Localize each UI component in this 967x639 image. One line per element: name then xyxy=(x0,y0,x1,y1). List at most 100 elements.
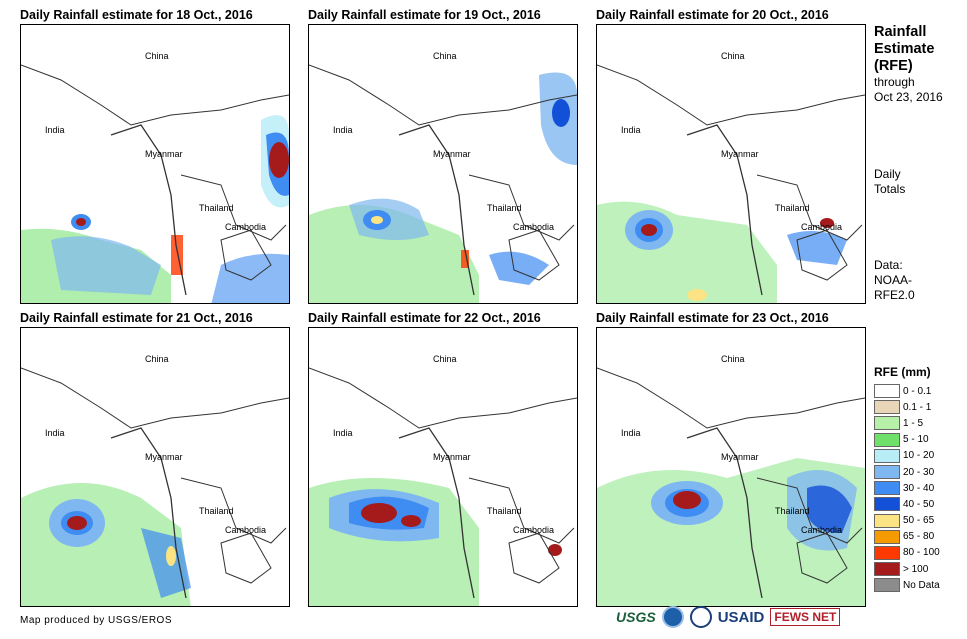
label-india: India xyxy=(45,125,65,135)
panel-title-19oct: Daily Rainfall estimate for 19 Oct., 201… xyxy=(308,8,541,22)
map-graphic-20oct xyxy=(597,64,865,303)
sidebar-title: Rainfall Estimate (RFE) through Oct 23, … xyxy=(874,24,943,105)
legend-item: 0 - 0.1 xyxy=(874,383,940,399)
usgs-logo: USGS xyxy=(616,609,656,625)
totals-line-1: Daily xyxy=(874,167,901,181)
through-label: through xyxy=(874,75,915,89)
legend-swatch xyxy=(874,481,900,496)
label-myanmar: Myanmar xyxy=(145,452,183,462)
label-thailand: Thailand xyxy=(775,506,810,516)
legend-label: 50 - 65 xyxy=(903,515,935,527)
usaid-logo: USAID xyxy=(717,608,765,626)
legend-label: 65 - 80 xyxy=(903,531,935,543)
panel-title-20oct: Daily Rainfall estimate for 20 Oct., 201… xyxy=(596,8,829,22)
usaid-seal-icon xyxy=(689,606,712,628)
panel-title-22oct: Daily Rainfall estimate for 22 Oct., 201… xyxy=(308,311,541,325)
label-cambodia: Cambodia xyxy=(801,222,843,232)
label-myanmar: Myanmar xyxy=(721,149,759,159)
label-thailand: Thailand xyxy=(199,506,234,516)
legend-swatch xyxy=(874,400,900,415)
legend-item: 10 - 20 xyxy=(874,448,940,464)
label-cambodia: Cambodia xyxy=(801,525,843,535)
map-graphic-22oct xyxy=(309,367,577,606)
legend-swatch xyxy=(874,448,900,463)
data-line-2: NOAA- xyxy=(874,273,913,287)
legend-item: 65 - 80 xyxy=(874,529,940,545)
legend-label: 5 - 10 xyxy=(903,434,929,446)
map-graphic-19oct xyxy=(309,64,577,303)
legend-swatch xyxy=(874,545,900,560)
title-line-2: Estimate xyxy=(874,41,935,57)
legend-swatch xyxy=(874,465,900,480)
logo-strip: USGS USAID FEWS NET xyxy=(616,606,841,628)
panel-title-18oct: Daily Rainfall estimate for 18 Oct., 201… xyxy=(20,8,253,22)
label-myanmar: Myanmar xyxy=(433,149,471,159)
label-india: India xyxy=(621,428,641,438)
map-panel-18oct: China India Myanmar Thailand Cambodia xyxy=(20,24,290,304)
legend-item: 5 - 10 xyxy=(874,432,940,448)
legend-item: 40 - 50 xyxy=(874,496,940,512)
legend-item: 1 - 5 xyxy=(874,415,940,431)
legend-swatch xyxy=(874,384,900,399)
legend-label: 30 - 40 xyxy=(903,482,935,494)
label-cambodia: Cambodia xyxy=(225,222,267,232)
label-thailand: Thailand xyxy=(487,203,522,213)
map-panel-22oct: China India Myanmar Thailand Cambodia xyxy=(308,327,578,607)
legend-label: 0 - 0.1 xyxy=(903,385,932,397)
map-graphic-23oct xyxy=(597,367,865,606)
label-myanmar: Myanmar xyxy=(433,452,471,462)
label-thailand: Thailand xyxy=(199,203,234,213)
map-panel-21oct: China India Myanmar Thailand Cambodia xyxy=(20,327,290,607)
map-panel-19oct: China India Myanmar Thailand Cambodia xyxy=(308,24,578,304)
label-india: India xyxy=(333,428,353,438)
through-date: Oct 23, 2016 xyxy=(874,90,943,104)
legend-label: 10 - 20 xyxy=(903,450,935,462)
legend-label: No Data xyxy=(903,579,940,591)
sidebar-data-source: Data: NOAA- RFE2.0 xyxy=(874,258,915,303)
legend-item: 30 - 40 xyxy=(874,480,940,496)
label-china: China xyxy=(433,51,457,61)
sidebar-totals: Daily Totals xyxy=(874,167,905,197)
map-panel-23oct: China India Myanmar Thailand Cambodia xyxy=(596,327,866,607)
legend-label: 0.1 - 1 xyxy=(903,401,932,413)
map-graphic-21oct xyxy=(21,367,289,606)
map-panel-20oct: China India Myanmar Thailand Cambodia xyxy=(596,24,866,304)
legend-swatch xyxy=(874,497,900,512)
fews-net-logo: FEWS NET xyxy=(770,608,841,626)
legend-item: 50 - 65 xyxy=(874,513,940,529)
label-myanmar: Myanmar xyxy=(721,452,759,462)
label-china: China xyxy=(721,51,745,61)
legend-swatch xyxy=(874,529,900,544)
panel-title-23oct: Daily Rainfall estimate for 23 Oct., 201… xyxy=(596,311,829,325)
legend-swatch xyxy=(874,513,900,528)
legend-label: 80 - 100 xyxy=(903,547,940,559)
legend-item: No Data xyxy=(874,577,940,593)
legend-item: > 100 xyxy=(874,561,940,577)
legend-label: 1 - 5 xyxy=(903,417,924,429)
legend-label: 40 - 50 xyxy=(903,498,935,510)
label-cambodia: Cambodia xyxy=(513,222,555,232)
legend-swatch xyxy=(874,432,900,447)
legend-title: RFE (mm) xyxy=(874,365,931,379)
panel-title-21oct: Daily Rainfall estimate for 21 Oct., 201… xyxy=(20,311,253,325)
legend-item: 80 - 100 xyxy=(874,545,940,561)
label-thailand: Thailand xyxy=(775,203,810,213)
label-china: China xyxy=(721,354,745,364)
label-india: India xyxy=(621,125,641,135)
legend-item: 0.1 - 1 xyxy=(874,399,940,415)
legend: 0 - 0.1 0.1 - 1 1 - 5 5 - 10 10 - 20 20 - 30 3… xyxy=(874,383,940,593)
label-myanmar: Myanmar xyxy=(145,149,183,159)
label-china: China xyxy=(145,51,169,61)
label-india: India xyxy=(333,125,353,135)
title-line-1: Rainfall xyxy=(874,24,927,40)
label-cambodia: Cambodia xyxy=(513,525,555,535)
data-line-3: RFE2.0 xyxy=(874,288,915,302)
totals-line-2: Totals xyxy=(874,182,906,196)
data-line-1: Data: xyxy=(874,258,903,272)
label-china: China xyxy=(433,354,457,364)
legend-label: > 100 xyxy=(903,563,929,575)
map-credit: Map produced by USGS/EROS xyxy=(20,615,173,626)
label-thailand: Thailand xyxy=(487,506,522,516)
legend-swatch xyxy=(874,416,900,431)
legend-swatch xyxy=(874,562,900,577)
